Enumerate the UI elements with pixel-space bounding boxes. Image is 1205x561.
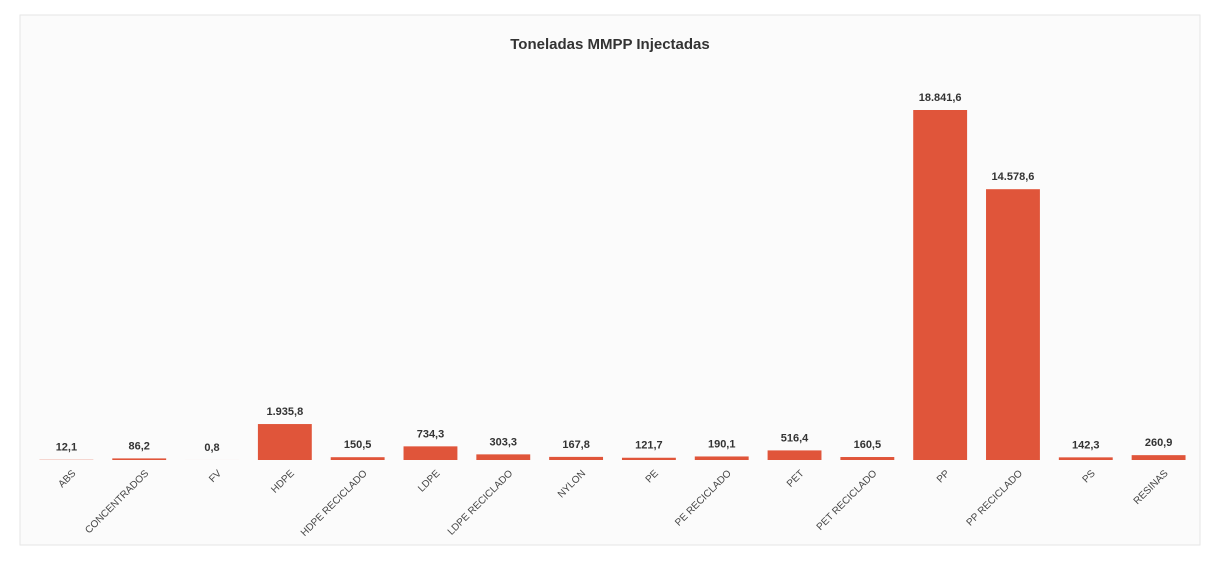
bar [913, 110, 968, 460]
chart-title: Toneladas MMPP Injectadas [510, 36, 710, 53]
data-label: 0,8 [204, 442, 219, 454]
data-label: 14.578,6 [992, 171, 1035, 183]
bar [476, 454, 531, 460]
data-label: 160,5 [854, 439, 882, 451]
data-label: 734,3 [417, 428, 445, 440]
bar [549, 456, 604, 460]
bar [621, 457, 676, 460]
data-label: 150,5 [344, 439, 372, 451]
data-label: 303,3 [490, 436, 518, 448]
bar [1131, 455, 1186, 460]
data-label: 142,3 [1072, 439, 1100, 451]
bar [257, 424, 312, 460]
data-label: 121,7 [635, 440, 663, 452]
bar [403, 446, 458, 460]
data-label: 86,2 [129, 440, 150, 452]
bar [330, 457, 385, 460]
bar [694, 456, 749, 460]
bar [112, 458, 167, 460]
bar [840, 457, 895, 460]
data-label: 1.935,8 [266, 406, 303, 418]
bar [986, 189, 1040, 460]
data-label: 260,9 [1145, 437, 1173, 449]
bar [1058, 457, 1113, 460]
data-label: 516,4 [781, 432, 809, 444]
data-label: 12,1 [56, 442, 77, 454]
data-label: 190,1 [708, 438, 736, 450]
bar [767, 450, 822, 460]
data-label: 18.841,6 [919, 92, 962, 104]
data-label: 167,8 [562, 439, 590, 451]
